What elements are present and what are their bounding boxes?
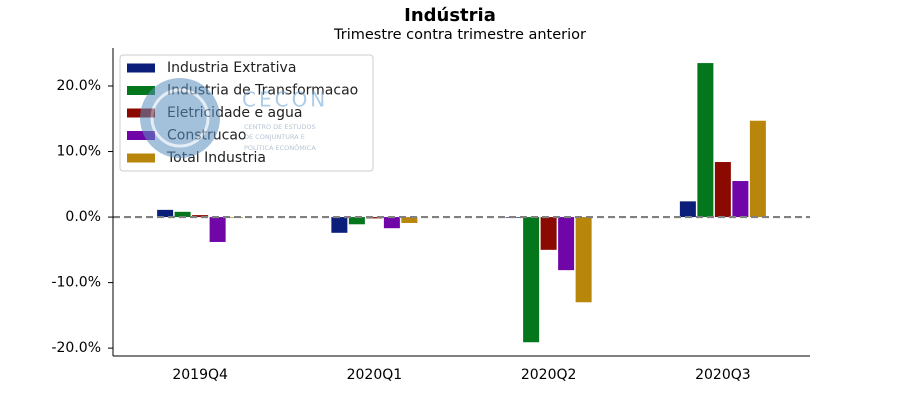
x-tick-label: 2019Q4 xyxy=(172,367,228,383)
x-tick-label: 2020Q3 xyxy=(695,367,751,383)
bar xyxy=(174,211,191,218)
legend-swatch xyxy=(127,86,155,95)
watermark: CECON CENTRO DE ESTUDOS DE CONJUNTURA E … xyxy=(140,78,328,158)
bar xyxy=(331,217,348,233)
bar xyxy=(540,217,557,250)
y-tick-label: 10.0% xyxy=(57,144,101,160)
bar xyxy=(401,217,418,223)
watermark-text: CENTRO DE ESTUDOS xyxy=(244,123,316,131)
y-tick-label: 20.0% xyxy=(57,78,101,94)
legend-label: Industria Extrativa xyxy=(167,60,296,76)
y-tick-label: 0.0% xyxy=(65,209,101,225)
bar xyxy=(697,63,714,218)
bar xyxy=(714,162,731,218)
bar xyxy=(679,201,696,218)
bar xyxy=(523,217,540,343)
bar xyxy=(732,181,749,218)
bar xyxy=(366,217,383,219)
x-tick-label: 2020Q2 xyxy=(521,367,577,383)
chart-title: Indústria xyxy=(404,5,496,26)
bar xyxy=(749,120,766,218)
bar xyxy=(157,209,174,218)
watermark-logo xyxy=(150,88,210,148)
watermark-title: CECON xyxy=(242,88,328,112)
watermark-text: POLÍTICA ECONÔMICA xyxy=(244,143,316,152)
bar xyxy=(192,215,209,218)
bar xyxy=(558,217,575,271)
chart-subtitle: Trimestre contra trimestre anterior xyxy=(333,27,586,43)
x-tick-label: 2020Q1 xyxy=(347,367,403,383)
bar xyxy=(348,217,365,225)
bar xyxy=(575,217,592,303)
watermark-text: DE CONJUNTURA E xyxy=(244,133,305,141)
legend-swatch xyxy=(127,131,155,140)
y-tick-label: -10.0% xyxy=(51,275,101,291)
y-tick-label: -20.0% xyxy=(51,340,101,356)
bar xyxy=(383,217,400,229)
legend-swatch xyxy=(127,153,155,163)
legend-label: Industria de Transformacao xyxy=(167,83,358,99)
legend-swatch xyxy=(127,63,155,73)
bar xyxy=(209,217,226,242)
